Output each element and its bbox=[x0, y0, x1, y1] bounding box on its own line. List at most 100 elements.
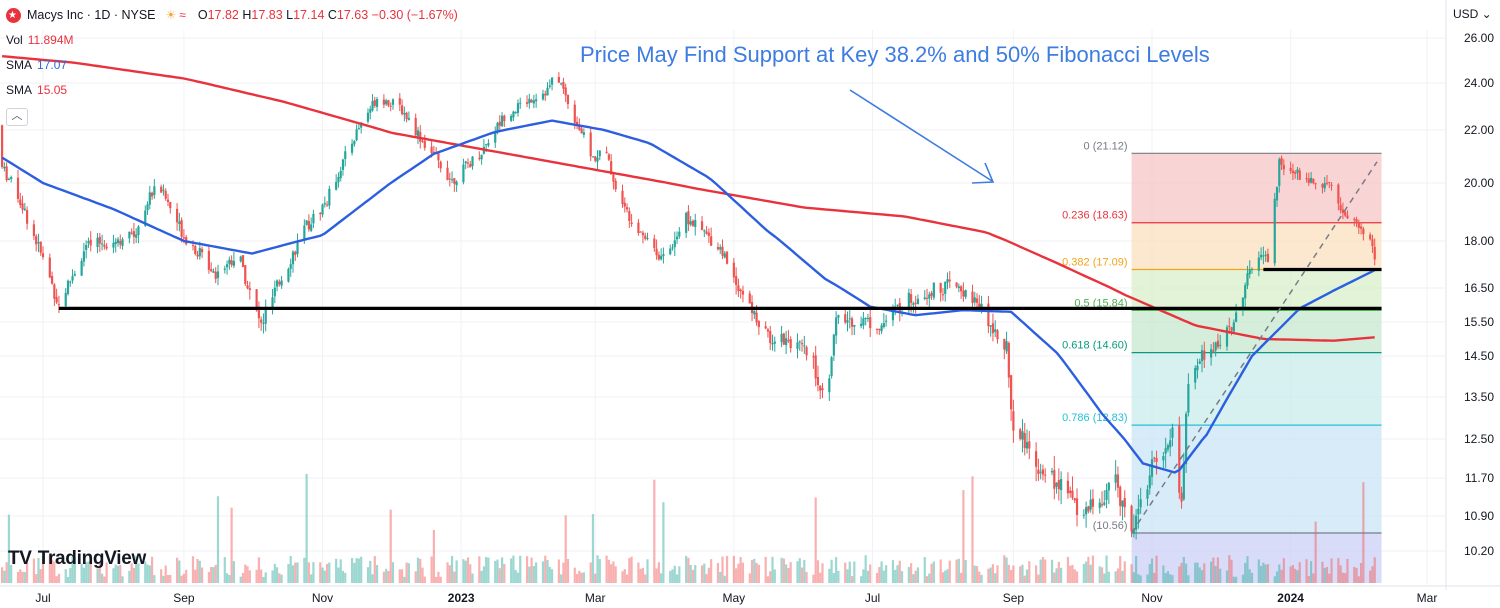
sma-slow-indicator[interactable]: SMA 15.05 bbox=[6, 83, 67, 97]
candle-body bbox=[23, 208, 26, 210]
volume-bar bbox=[32, 558, 36, 583]
volume-bar bbox=[1216, 557, 1220, 583]
candle-body bbox=[257, 309, 260, 319]
currency-selector[interactable]: USD ⌄ bbox=[1453, 7, 1492, 21]
volume-bar bbox=[1021, 564, 1024, 583]
market-status-icons[interactable]: ☀ ≈ bbox=[166, 8, 186, 22]
candle-body bbox=[1235, 312, 1238, 322]
candle-body bbox=[1107, 482, 1110, 491]
candle-body bbox=[678, 231, 681, 237]
volume-bar bbox=[1357, 576, 1360, 583]
volume-bar bbox=[700, 565, 704, 583]
volume-bar bbox=[1264, 564, 1267, 583]
candle-body bbox=[275, 280, 279, 287]
candle-body bbox=[1087, 506, 1090, 512]
volume-bar bbox=[16, 571, 20, 583]
volume-bar bbox=[1005, 557, 1008, 583]
volume-bar bbox=[837, 570, 840, 583]
candle-body bbox=[1055, 482, 1058, 487]
volume-bar bbox=[657, 562, 660, 583]
volume-bar bbox=[162, 575, 165, 583]
chevron-up-icon[interactable]: ︿ bbox=[6, 108, 28, 126]
candle-body bbox=[1371, 239, 1374, 247]
candle-body bbox=[1214, 342, 1217, 351]
volume-bar bbox=[432, 529, 435, 583]
candle-body bbox=[814, 355, 817, 379]
candle-body bbox=[541, 93, 545, 100]
candle-body bbox=[1085, 507, 1088, 515]
candle-body bbox=[1244, 285, 1247, 299]
volume-bar bbox=[582, 572, 585, 583]
volume-bar bbox=[671, 569, 674, 583]
volume-bar bbox=[169, 574, 172, 583]
candle-body bbox=[1298, 170, 1301, 180]
volume-bar bbox=[1044, 559, 1047, 583]
candle-body bbox=[596, 157, 599, 162]
price-tick-label: 11.70 bbox=[1465, 471, 1494, 485]
volume-bar bbox=[321, 567, 324, 583]
candle-body bbox=[1044, 474, 1047, 476]
volume-bar bbox=[912, 574, 915, 583]
volume-indicator[interactable]: Vol 11.894M bbox=[6, 33, 74, 47]
candle-body bbox=[35, 236, 38, 245]
volume-bar bbox=[785, 564, 788, 583]
volume-bar bbox=[566, 559, 570, 583]
candle-body bbox=[723, 253, 726, 258]
volume-bar bbox=[1330, 558, 1333, 583]
candle-body bbox=[296, 241, 299, 254]
sma-fast-indicator[interactable]: SMA 17.07 bbox=[6, 58, 67, 72]
volume-bar bbox=[787, 568, 790, 583]
candle-body bbox=[607, 154, 610, 160]
candle-body bbox=[262, 322, 265, 324]
candle-body bbox=[37, 242, 40, 244]
volume-bar bbox=[1260, 565, 1263, 583]
volume-bar bbox=[325, 563, 329, 583]
volume-bar bbox=[907, 567, 910, 583]
candle-body bbox=[478, 157, 481, 159]
candle-body bbox=[50, 275, 54, 284]
time-tick-label: Mar bbox=[1417, 591, 1438, 605]
volume-bar bbox=[1171, 575, 1174, 583]
candle-body bbox=[148, 192, 151, 205]
volume-bar bbox=[1137, 574, 1140, 583]
candle-body bbox=[1328, 182, 1331, 184]
price-axis[interactable]: 26.00 24.00 22.00 20.00 18.00 16.50 15.50 14.50… bbox=[1445, 0, 1494, 590]
volume-bar bbox=[469, 564, 472, 583]
candle-body bbox=[7, 178, 11, 180]
candle-body bbox=[812, 356, 815, 358]
candle-body bbox=[128, 231, 131, 239]
volume-bar bbox=[687, 557, 690, 583]
candle-body bbox=[244, 265, 247, 284]
candle-body bbox=[191, 245, 195, 247]
symbol-title[interactable]: Macys Inc · 1D · NYSE bbox=[27, 8, 156, 22]
volume-bar bbox=[757, 564, 760, 583]
volume-bar bbox=[1371, 566, 1374, 583]
volume-bar bbox=[662, 502, 665, 583]
volume-bar bbox=[773, 569, 776, 583]
volume-bar bbox=[280, 574, 283, 583]
candle-body bbox=[560, 83, 563, 85]
volume-bar bbox=[446, 562, 449, 583]
volume-bar bbox=[1028, 561, 1031, 583]
time-axis[interactable]: Jul Sep Nov 2023 Mar May Jul Sep Nov 2024 Mar bbox=[0, 585, 1500, 605]
candle-body bbox=[623, 202, 626, 207]
volume-bar bbox=[112, 568, 115, 583]
volume-bar bbox=[437, 571, 440, 583]
volume-bar bbox=[789, 562, 792, 583]
volume-bar bbox=[955, 559, 958, 583]
volume-bar bbox=[766, 576, 770, 583]
volume-bar bbox=[25, 562, 29, 583]
sun-icon[interactable]: ☀ bbox=[165, 8, 177, 22]
candle-body bbox=[32, 224, 36, 237]
volume-bar bbox=[1180, 562, 1183, 583]
wave-icon[interactable]: ≈ bbox=[179, 8, 186, 22]
candle-body bbox=[1148, 475, 1151, 489]
fib-level-label: 0 (21.12) bbox=[1084, 140, 1128, 152]
volume-bar bbox=[814, 497, 817, 583]
candle-body bbox=[660, 255, 663, 260]
price-tick-label: 10.20 bbox=[1464, 544, 1494, 558]
moving-averages bbox=[1, 55, 1376, 474]
volume-bar bbox=[1289, 566, 1292, 583]
candle-body bbox=[685, 212, 688, 233]
